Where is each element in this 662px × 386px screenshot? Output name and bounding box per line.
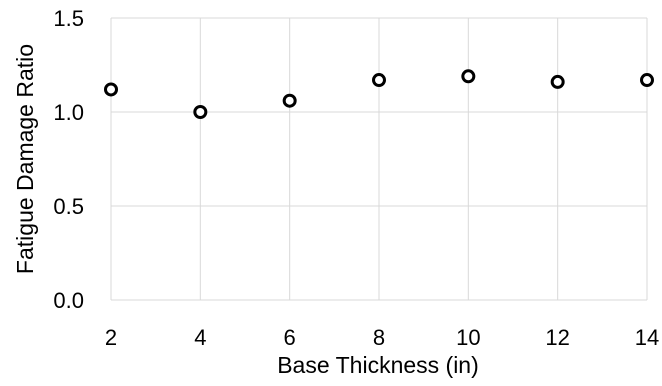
data-points [104,69,654,119]
y-tick-label: 1.5 [53,6,84,31]
x-axis-ticks: 2 4 6 8 10 12 14 [105,325,659,350]
x-tick-label: 10 [456,325,480,350]
data-point [461,69,476,84]
y-axis-ticks: 0.0 0.5 1.0 1.5 [53,6,84,313]
x-tick-label: 6 [284,325,296,350]
gridlines [110,17,648,301]
x-axis-title: Base Thickness (in) [277,352,479,378]
x-tick-label: 12 [545,325,569,350]
x-tick-label: 14 [635,325,659,350]
data-point [193,105,208,119]
data-point [104,82,118,97]
x-tick-label: 4 [194,325,206,350]
data-point [282,93,297,108]
y-tick-label: 1.0 [53,100,84,125]
y-tick-label: 0.5 [53,194,84,219]
x-tick-label: 2 [105,325,117,350]
y-tick-label: 0.0 [53,288,84,313]
data-point [372,73,386,88]
y-axis-title: Fatigue Damage Ratio [12,44,38,274]
x-tick-label: 8 [373,325,385,350]
data-point [640,73,654,88]
data-point [550,74,565,89]
